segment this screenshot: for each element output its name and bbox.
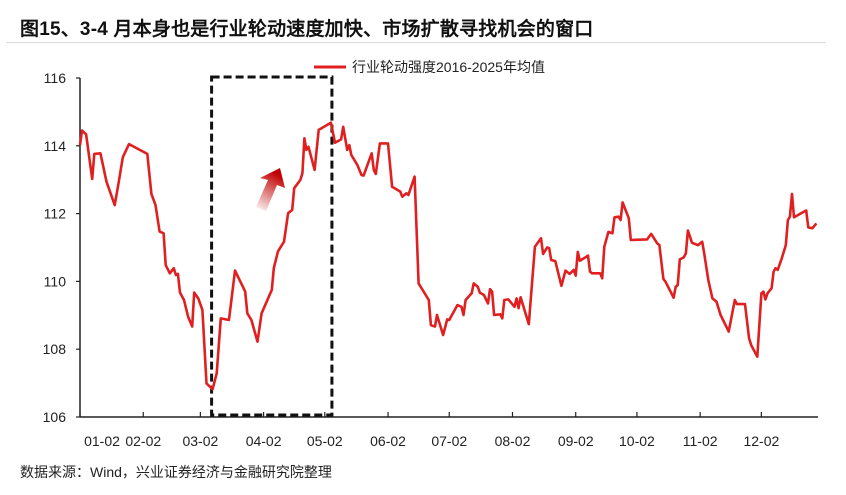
y-tick-label: 114	[44, 138, 67, 154]
y-tick-label: 110	[44, 273, 67, 289]
x-tick-label: 11-02	[683, 433, 718, 449]
legend: 行业轮动强度2016-2025年均值	[314, 59, 545, 75]
x-tick-label: 01-02	[84, 433, 120, 449]
y-tick-label: 116	[44, 70, 67, 86]
x-tick-label: 07-02	[431, 433, 467, 449]
title-divider	[6, 42, 826, 43]
x-tick-label: 12-02	[743, 433, 779, 449]
up-arrow-icon	[256, 168, 285, 211]
legend-label: 行业轮动强度2016-2025年均值	[352, 59, 545, 75]
x-tick-label: 02-02	[125, 433, 161, 449]
y-tick-label: 112	[44, 206, 67, 222]
x-axis-ticks: 01-02 02-02 03-02 04-02 05-02 06-02 07-02 08-02…	[79, 412, 779, 449]
x-tick-label: 10-02	[619, 433, 655, 449]
x-tick-label: 03-02	[182, 433, 218, 449]
x-tick-label: 05-02	[307, 433, 343, 449]
y-axis-ticks: 106 108 110 112 114 116	[43, 70, 80, 425]
x-tick-label: 09-02	[558, 433, 594, 449]
x-tick-label: 04-02	[246, 433, 282, 449]
highlight-box	[210, 75, 334, 417]
chart-title: 图15、3-4 月本身也是行业轮动速度加快、市场扩散寻找机会的窗口	[20, 19, 594, 40]
y-tick-label: 108	[43, 341, 67, 357]
axes	[79, 78, 818, 418]
x-tick-label: 06-02	[370, 433, 406, 449]
source-note: 数据来源：Wind，兴业证券经济与金融研究院整理	[20, 464, 332, 480]
series-line	[78, 121, 818, 391]
x-tick-label: 08-02	[495, 433, 531, 449]
y-tick-label: 106	[43, 409, 67, 425]
